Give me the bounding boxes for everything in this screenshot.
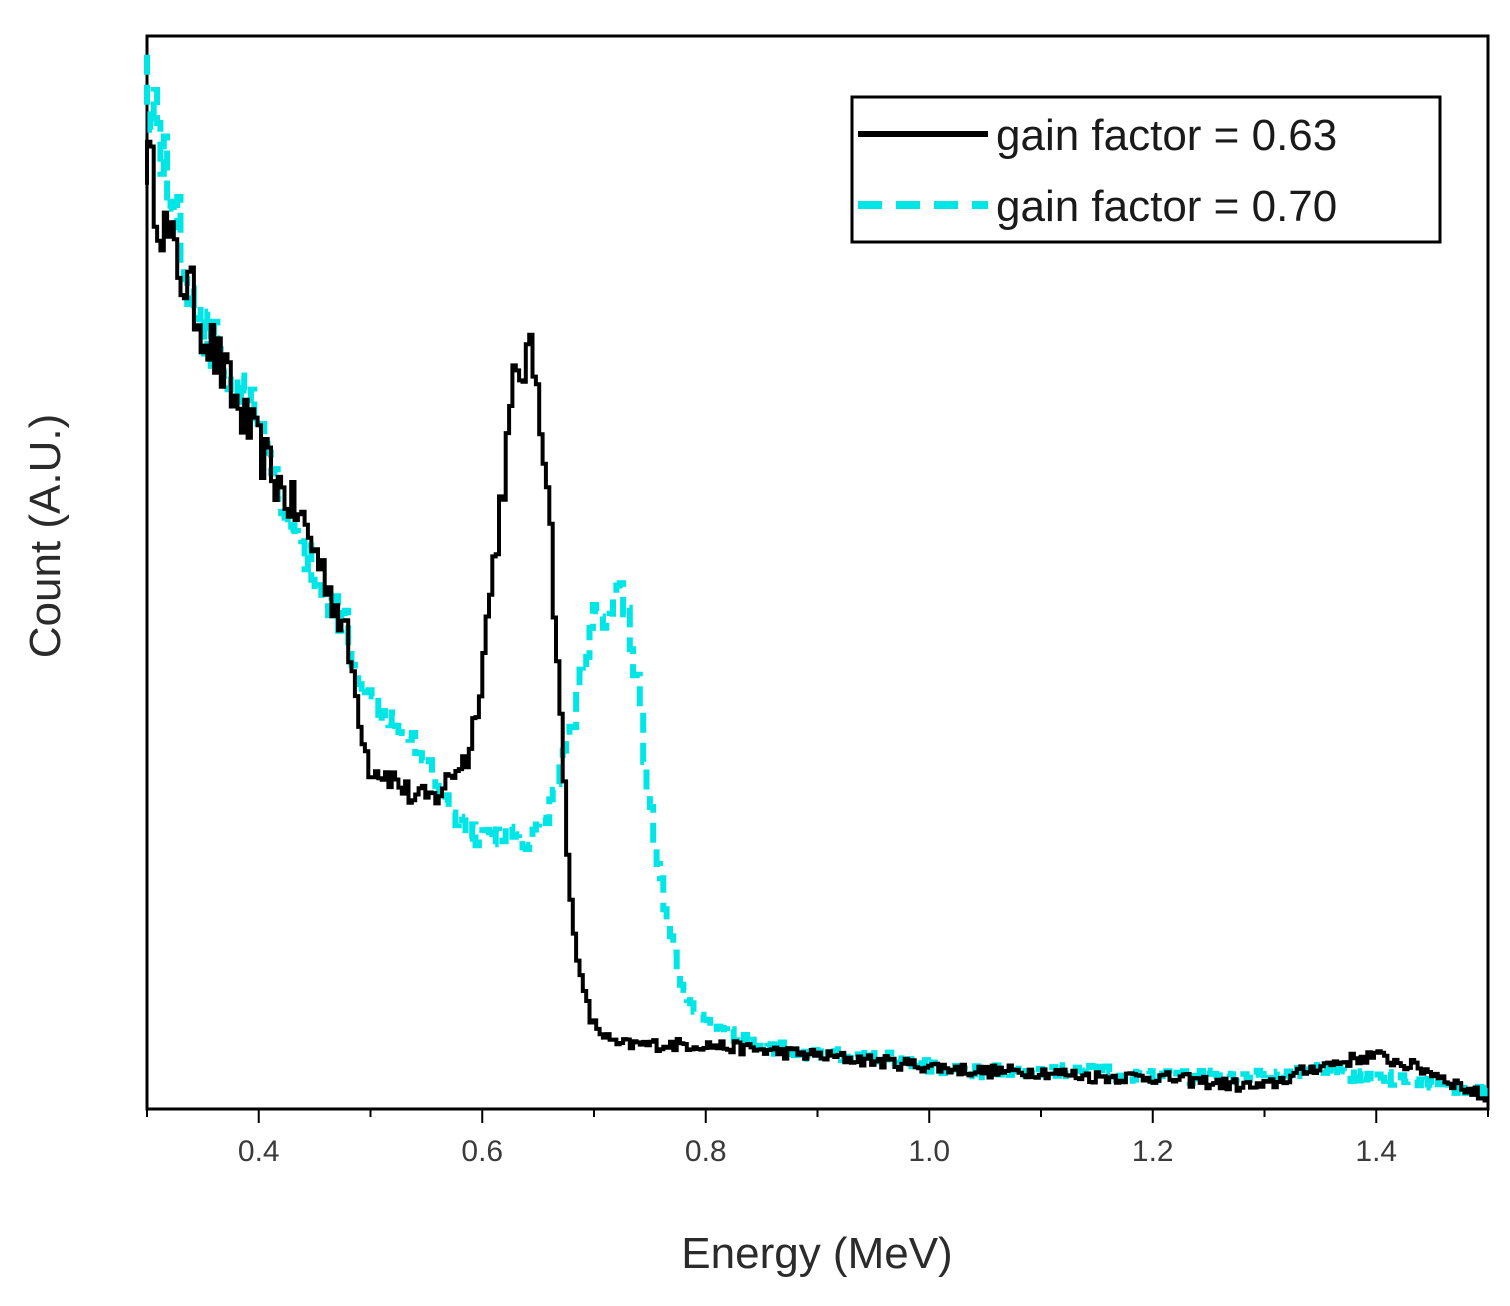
series-layer <box>144 54 1488 1103</box>
x-tick-label: 1.4 <box>1355 1135 1397 1168</box>
legend-box <box>850 95 1442 244</box>
x-tick-label: 0.8 <box>685 1135 727 1168</box>
x-axis-ticks: 0.4 0.6 0.8 1.0 1.2 1.4 <box>146 1109 1489 1168</box>
x-tick-label: 0.4 <box>238 1135 280 1168</box>
legend-label-gain-0-63: gain factor = 0.63 <box>996 111 1337 160</box>
x-axis-title: Energy (MeV) <box>681 1229 952 1278</box>
x-tick-label: 0.6 <box>461 1135 503 1168</box>
series-line-gain-0-63 <box>145 139 1488 1103</box>
x-tick-label: 1.2 <box>1132 1135 1174 1168</box>
legend: gain factor = 0.63 gain factor = 0.70 <box>850 95 1442 244</box>
x-tick-label: 1.0 <box>908 1135 950 1168</box>
y-axis-title: Count (A.U.) <box>21 414 70 659</box>
legend-label-gain-0-70: gain factor = 0.70 <box>996 182 1337 231</box>
